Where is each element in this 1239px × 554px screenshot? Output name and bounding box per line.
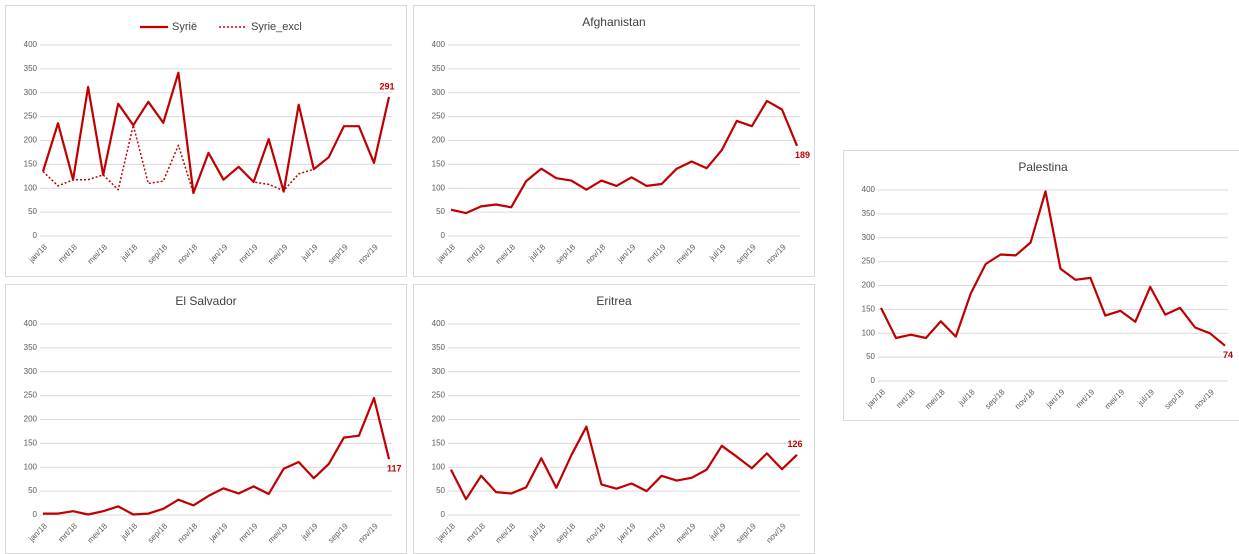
y-tick-label: 0 [871,376,876,385]
y-tick-label: 150 [432,438,446,447]
data-line [43,396,391,516]
y-tick-label: 350 [24,343,38,352]
y-tick-label: 300 [432,88,446,97]
data-label: 291 [379,81,394,91]
y-tick-label: 200 [432,415,446,424]
chart-title: Afghanistan [582,15,645,29]
y-tick-label: 400 [24,319,38,328]
data-label: 189 [795,150,810,160]
data-label: 117 [387,464,402,474]
y-tick-label: 100 [24,462,38,471]
y-tick-label: 400 [432,40,446,49]
y-tick-label: 100 [432,183,446,192]
y-tick-label: 250 [24,391,38,400]
chart-panel: Afghanistan050100150200250300350400jan/1… [413,5,815,277]
y-tick-label: 100 [432,462,446,471]
y-tick-label: 300 [432,367,446,376]
y-tick-label: 0 [33,231,38,240]
y-tick-label: 150 [862,304,876,313]
y-tick-label: 0 [33,510,38,519]
data-line [880,190,1226,347]
y-tick-label: 50 [436,486,445,495]
data-line [450,425,798,501]
data-line [42,96,390,194]
y-tick-label: 200 [24,415,38,424]
y-tick-label: 50 [28,486,37,495]
y-tick-label: 50 [866,352,875,361]
chart-title: Palestina [1018,160,1068,174]
y-tick-label: 150 [432,159,446,168]
y-tick-label: 300 [24,88,38,97]
y-tick-label: 350 [24,64,38,73]
y-tick-label: 350 [432,343,446,352]
data-line [450,99,799,215]
y-tick-label: 0 [441,510,446,519]
y-tick-label: 100 [24,183,38,192]
y-tick-label: 250 [432,391,446,400]
legend-label: Syrie_excl [251,21,302,33]
y-tick-label: 100 [862,328,876,337]
chart-title: Eritrea [596,294,632,308]
y-tick-label: 250 [432,112,446,121]
legend-label: Syrië [172,21,197,33]
data-label: 74 [1223,350,1233,360]
y-tick-label: 150 [24,159,38,168]
y-tick-label: 250 [24,112,38,121]
y-tick-label: 350 [862,209,876,218]
y-tick-label: 250 [862,257,876,266]
y-tick-label: 300 [862,233,876,242]
chart-panel: El Salvador050100150200250300350400jan/1… [5,284,407,554]
y-tick-label: 200 [24,136,38,145]
y-tick-label: 400 [24,40,38,49]
data-label: 126 [787,439,802,449]
y-tick-label: 50 [436,207,445,216]
y-tick-label: 50 [28,207,37,216]
chart-title: El Salvador [175,294,236,308]
y-tick-label: 200 [432,136,446,145]
y-tick-label: 400 [432,319,446,328]
y-tick-label: 200 [862,281,876,290]
y-tick-label: 150 [24,438,38,447]
y-tick-label: 350 [432,64,446,73]
y-tick-label: 0 [441,231,446,240]
y-tick-label: 300 [24,367,38,376]
y-tick-label: 400 [862,185,876,194]
